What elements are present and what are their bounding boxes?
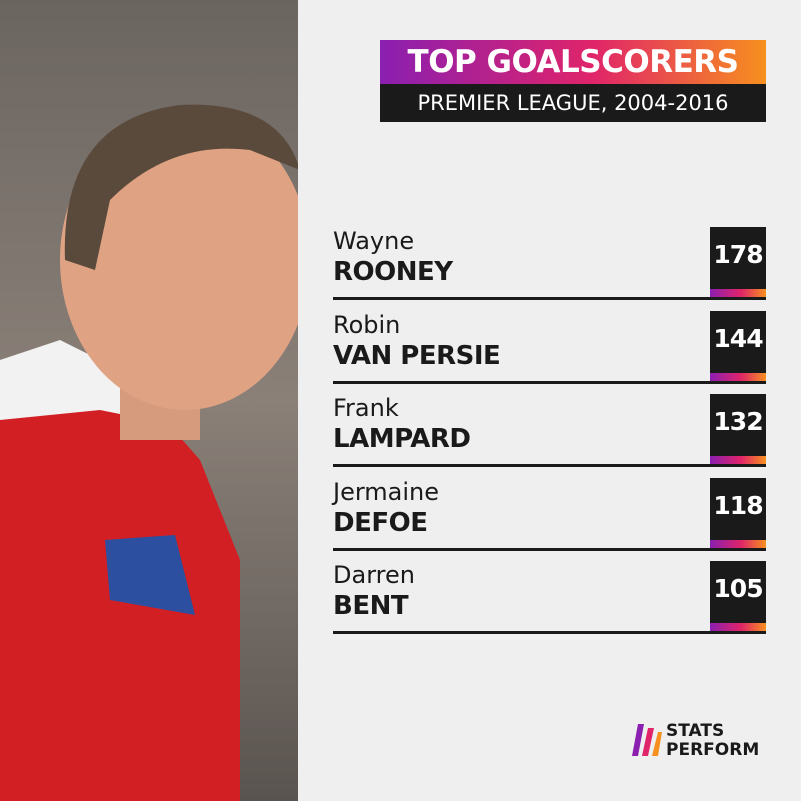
subtitle: PREMIER LEAGUE, 2004-2016	[380, 84, 766, 122]
logo-text: STATS	[666, 721, 725, 741]
goals: 144	[713, 323, 763, 353]
logo: STATS PERFORM	[632, 722, 759, 762]
first-name: Frank	[333, 394, 399, 422]
goals: 118	[713, 490, 763, 520]
logo-mark	[632, 724, 662, 756]
goals-box: 132	[710, 394, 766, 464]
player-photo	[0, 0, 298, 801]
first-name: Darren	[333, 561, 415, 589]
first-name: Jermaine	[333, 477, 440, 506]
goals-box: 144	[710, 310, 766, 381]
goals-accent	[710, 623, 766, 631]
logo-text: PERFORM	[666, 740, 760, 760]
last-name: LAMPARD	[333, 424, 471, 454]
last-name: VAN PERSIE	[333, 340, 501, 371]
scorer-row: Darren BENT 105	[333, 561, 766, 634]
goals-box: 178	[710, 227, 766, 297]
title: TOP GOALSCORERS	[380, 40, 766, 84]
last-name: ROONEY	[333, 257, 453, 287]
scorer-row: Frank LAMPARD 132	[333, 394, 766, 467]
goals-accent	[710, 456, 766, 464]
goals: 105	[713, 574, 763, 603]
goals-accent	[710, 539, 766, 548]
last-name: BENT	[333, 591, 409, 621]
scorer-row: Wayne ROONEY 178	[333, 227, 766, 300]
scorer-row: Jermaine DEFOE 118	[333, 477, 766, 551]
goals-box: 105	[710, 561, 766, 631]
last-name: DEFOE	[333, 507, 428, 538]
goals: 132	[713, 407, 763, 436]
goals: 178	[713, 240, 763, 269]
first-name: Robin	[333, 310, 401, 339]
goals-box: 118	[710, 477, 766, 548]
scorer-row: Robin VAN PERSIE 144	[333, 310, 766, 384]
first-name: Wayne	[333, 227, 415, 255]
goals-accent	[710, 372, 766, 381]
goals-accent	[710, 289, 766, 297]
